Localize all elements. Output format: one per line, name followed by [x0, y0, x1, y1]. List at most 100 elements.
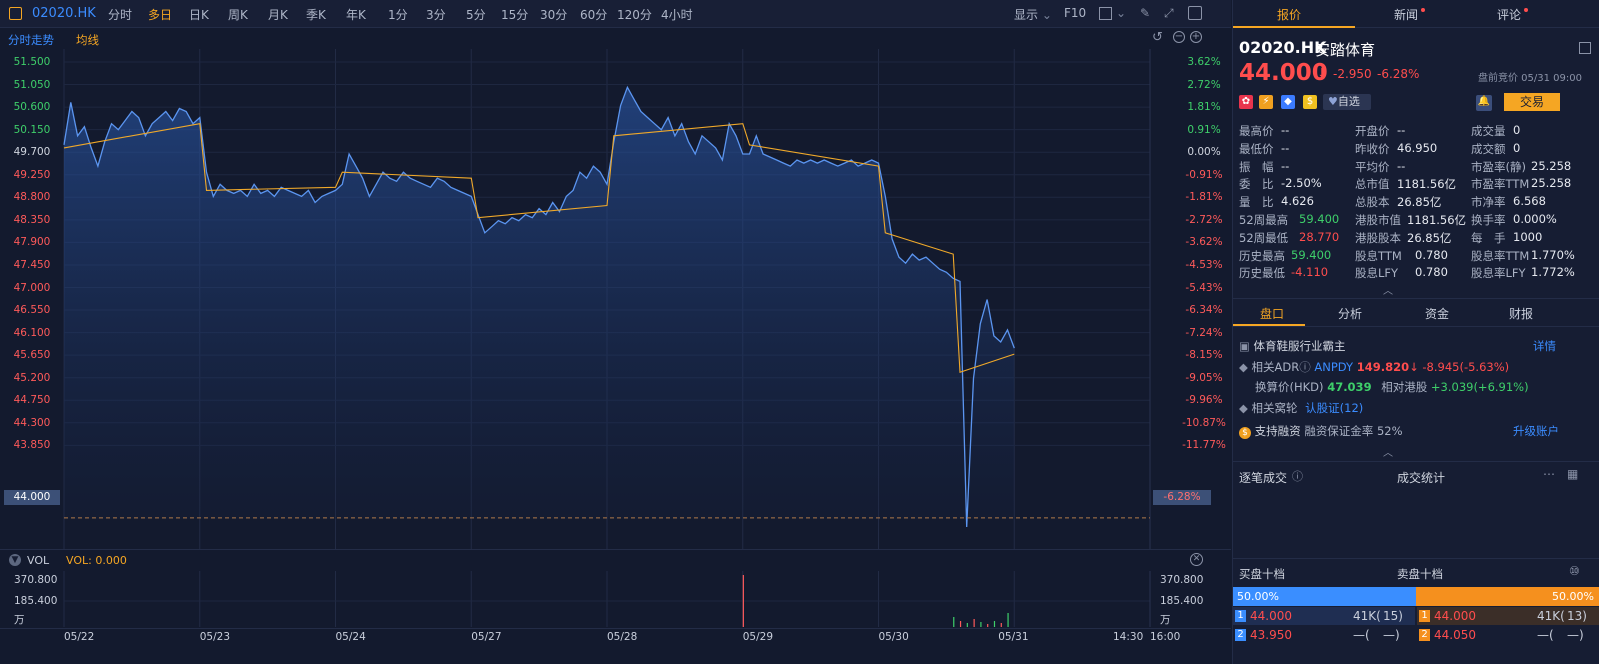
tab-news[interactable]: 新闻 — [1394, 8, 1419, 22]
tab-comments[interactable]: 评论 — [1497, 8, 1522, 22]
percent-tick: 3.62% — [1187, 56, 1221, 68]
price-tick: 44.300 — [13, 416, 51, 429]
tick-trades-label[interactable]: 逐笔成交 — [1239, 471, 1288, 485]
price-tick: 50.600 — [13, 101, 51, 114]
price-tick: 47.900 — [13, 236, 51, 249]
warrant-link[interactable]: 认股证(12) — [1305, 401, 1364, 415]
display-dropdown[interactable]: 显示 ⌄ — [1014, 6, 1052, 23]
period-tab[interactable]: 120分 — [617, 8, 652, 22]
volume-header: ▼ VOL VOL: 0.000 ✕ — [0, 549, 1231, 571]
period-tab[interactable]: 15分 — [501, 8, 529, 22]
news-dot — [1421, 8, 1425, 12]
draw-pencil-icon[interactable]: ✎ — [1140, 6, 1151, 20]
level-price: 44.050 — [1434, 628, 1476, 642]
external-link-icon[interactable] — [1579, 42, 1591, 54]
maximize-icon[interactable] — [1188, 6, 1202, 20]
period-tab[interactable]: 分时 — [108, 8, 133, 22]
stat-label: 股息率LFY — [1471, 266, 1526, 281]
reset-icon[interactable]: ↺ — [1152, 30, 1163, 45]
symbol-label[interactable]: 02020.HK — [32, 6, 96, 21]
watchlist-label: 自选 — [1337, 95, 1360, 108]
checkbox-icon[interactable] — [1099, 7, 1112, 20]
stat-label: 每 手 — [1471, 230, 1506, 245]
price-chart[interactable] — [0, 49, 1231, 549]
period-tab[interactable]: 4小时 — [661, 8, 693, 22]
f10-button[interactable]: F10 — [1064, 6, 1087, 20]
bell-icon[interactable]: 🔔 — [1476, 95, 1492, 111]
upgrade-link[interactable]: 升级账户 — [1513, 424, 1559, 438]
help-icon[interactable]: ⓘ — [1292, 470, 1303, 483]
tab-quote[interactable]: 报价 — [1277, 8, 1302, 22]
ten-level-icon[interactable]: ⑩ — [1569, 564, 1580, 578]
detail-link[interactable]: 详情 — [1533, 339, 1556, 353]
stat-value: 0 — [1513, 123, 1521, 137]
more-icon[interactable]: ⋯ — [1543, 467, 1555, 481]
price-tick: 51.500 — [13, 56, 51, 68]
price-tick: 48.350 — [13, 213, 51, 226]
price-tick: 46.550 — [13, 304, 51, 317]
stock-code: 02020.HK — [1239, 38, 1327, 57]
tab-time-sharing[interactable]: 分时走势 — [8, 33, 54, 47]
period-tab[interactable]: 年K — [346, 8, 366, 22]
period-tab[interactable]: 月K — [268, 8, 288, 22]
period-tab[interactable]: 季K — [306, 8, 326, 22]
close-icon[interactable]: ✕ — [1190, 553, 1203, 566]
stat-value: 59.400 — [1299, 212, 1340, 226]
volume-bar — [1000, 623, 1002, 627]
pre-market-time: 盘前竞价 05/31 09:00 — [1478, 73, 1582, 84]
stat-value: 1000 — [1513, 229, 1543, 244]
chevron-up-icon[interactable]: ︿ — [1383, 286, 1393, 297]
stat-label: 股息TTM — [1355, 248, 1402, 263]
stat-value: 26.85亿 — [1397, 195, 1442, 210]
period-tab[interactable]: 60分 — [580, 8, 608, 22]
margin-label: 支持融资 — [1254, 424, 1301, 438]
trades-header: 逐笔成交 ⓘ 成交统计 ⋯ ▦ — [1233, 462, 1599, 490]
panel-toggle-icon[interactable] — [9, 7, 22, 20]
price-axis: 51.500 51.050 50.600 50.150 49.700 49.250 48.8… — [4, 49, 60, 549]
grid-icon[interactable]: ▦ — [1567, 467, 1579, 481]
trade-stats-label[interactable]: 成交统计 — [1397, 471, 1446, 485]
stat-value: 1.772% — [1531, 265, 1575, 280]
tab-order-book[interactable]: 盘口 — [1260, 307, 1285, 321]
zoom-in-icon[interactable]: + — [1190, 31, 1202, 43]
tab-financials[interactable]: 财报 — [1509, 307, 1534, 321]
down-arrow-icon: ↓ — [1409, 360, 1419, 374]
level-orders: 13) — [1567, 609, 1587, 623]
date-tick: 05/24 — [335, 631, 366, 643]
trade-button[interactable]: 交易 — [1504, 93, 1560, 111]
rel-label: 相对港股 — [1381, 380, 1428, 394]
period-tab[interactable]: 日K — [189, 8, 209, 22]
stat-value: 46.950 — [1397, 140, 1438, 155]
ma-toggle[interactable]: 均线 — [76, 33, 99, 47]
ask-level-row[interactable]: 1 44.000 41K(13) — [1417, 607, 1599, 625]
ask-level-row[interactable]: 2 44.050 —(—) — [1417, 626, 1599, 644]
volume-chart[interactable] — [0, 571, 1231, 627]
period-tab[interactable]: 30分 — [540, 8, 568, 22]
chevron-down-icon[interactable]: ▼ — [9, 554, 21, 566]
chevron-down-icon[interactable]: ⌄ — [1116, 6, 1127, 20]
help-icon[interactable]: ⓘ — [1299, 360, 1311, 374]
expand-icon[interactable]: ⤢ — [1164, 6, 1174, 20]
adr-price: 149.820 — [1356, 360, 1410, 374]
adr-row: ◆ 相关ADRⓘ ANPDY 149.820↓ -8.945(-5.63%) — [1239, 359, 1509, 375]
tab-funds[interactable]: 资金 — [1425, 307, 1450, 321]
bid-level-row[interactable]: 1 44.000 41K(15) — [1233, 607, 1415, 625]
bid-level-row[interactable]: 2 43.950 —(—) — [1233, 626, 1415, 644]
period-tab[interactable]: 3分 — [426, 8, 446, 22]
tab-analysis[interactable]: 分析 — [1338, 307, 1363, 321]
level-badge: 1 — [1235, 610, 1246, 622]
price-change-pct: -6.28% — [1377, 67, 1420, 81]
adr-code[interactable]: ANPDY — [1314, 360, 1354, 374]
chevron-up-icon[interactable]: ︿ — [1383, 448, 1393, 459]
margin-row: $ 支持融资 融资保证金率 52% — [1239, 423, 1403, 439]
stat-label: 振 幅 — [1239, 159, 1274, 174]
period-tab[interactable]: 1分 — [388, 8, 408, 22]
period-tab[interactable]: 多日 — [148, 8, 173, 22]
period-tab[interactable]: 5分 — [466, 8, 486, 22]
period-tab[interactable]: 周K — [228, 8, 248, 22]
zoom-out-icon[interactable]: − — [1173, 31, 1185, 43]
comments-dot — [1524, 8, 1528, 12]
watchlist-button[interactable]: ♥自选 — [1323, 94, 1371, 110]
stat-label: 52周最高 — [1239, 213, 1289, 227]
sub-tabs: 盘口 分析 资金 财报 — [1233, 298, 1599, 326]
